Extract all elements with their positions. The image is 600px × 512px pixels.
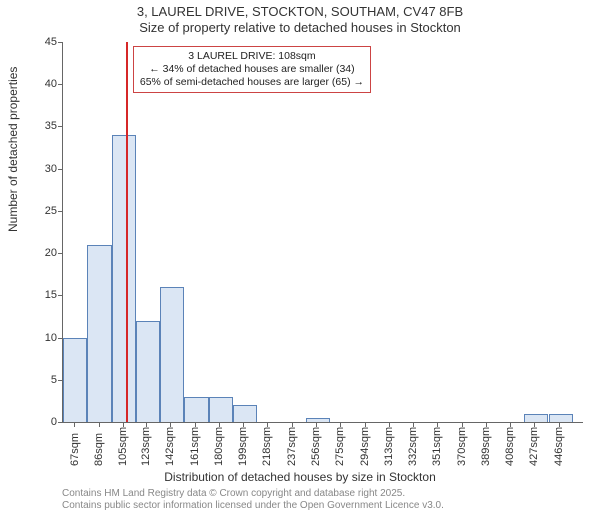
- y-axis-label: Number of detached properties: [6, 67, 20, 232]
- reference-line: [126, 42, 128, 422]
- x-tick-label: 86sqm: [93, 442, 105, 466]
- y-tick-mark: [58, 126, 63, 127]
- histogram-bar: [63, 338, 87, 422]
- annotation-line2: ← 34% of detached houses are smaller (34…: [140, 63, 364, 76]
- histogram-bar: [524, 414, 548, 422]
- x-tick-label: 180sqm: [213, 442, 225, 466]
- title-line2: Size of property relative to detached ho…: [0, 20, 600, 36]
- title-block: 3, LAUREL DRIVE, STOCKTON, SOUTHAM, CV47…: [0, 4, 600, 37]
- x-tick-label: 294sqm: [359, 442, 371, 466]
- y-tick-mark: [58, 295, 63, 296]
- x-tick-label: 332sqm: [407, 442, 419, 466]
- x-tick-label: 142sqm: [164, 442, 176, 466]
- histogram-bar: [87, 245, 111, 422]
- histogram-bar: [306, 418, 330, 422]
- y-tick-label: 20: [29, 247, 57, 259]
- x-tick-label: 427sqm: [528, 442, 540, 466]
- x-tick-label: 275sqm: [334, 442, 346, 466]
- y-tick-label: 10: [29, 332, 57, 344]
- x-tick-label: 161sqm: [189, 442, 201, 466]
- y-tick-mark: [58, 253, 63, 254]
- x-tick-label: 351sqm: [431, 442, 443, 466]
- x-tick-label: 389sqm: [480, 442, 492, 466]
- y-tick-label: 15: [29, 289, 57, 301]
- y-tick-mark: [58, 84, 63, 85]
- y-tick-mark: [58, 211, 63, 212]
- histogram-bar: [160, 287, 184, 422]
- y-tick-label: 0: [29, 416, 57, 428]
- y-tick-label: 40: [29, 78, 57, 90]
- x-tick-label: 313sqm: [383, 442, 395, 466]
- x-tick-label: 408sqm: [504, 442, 516, 466]
- x-axis-label: Distribution of detached houses by size …: [0, 470, 600, 484]
- annotation-box: 3 LAUREL DRIVE: 108sqm← 34% of detached …: [133, 46, 371, 93]
- x-tick-label: 237sqm: [286, 442, 298, 466]
- y-tick-mark: [58, 169, 63, 170]
- histogram-bar: [184, 397, 208, 422]
- annotation-line1: 3 LAUREL DRIVE: 108sqm: [140, 50, 364, 63]
- histogram-bar: [233, 405, 257, 422]
- histogram-bar: [136, 321, 160, 422]
- annotation-line3: 65% of semi-detached houses are larger (…: [140, 76, 364, 89]
- histogram-bar: [209, 397, 233, 422]
- plot-area: 05101520253035404567sqm86sqm105sqm123sqm…: [62, 42, 583, 423]
- y-tick-label: 25: [29, 205, 57, 217]
- x-tick-label: 256sqm: [310, 442, 322, 466]
- x-tick-label: 105sqm: [117, 442, 129, 466]
- y-tick-label: 5: [29, 374, 57, 386]
- footer-line1: Contains HM Land Registry data © Crown c…: [62, 488, 444, 500]
- x-tick-label: 123sqm: [140, 442, 152, 466]
- histogram-bar: [549, 414, 573, 422]
- histogram-bar: [112, 135, 136, 422]
- y-tick-mark: [58, 42, 63, 43]
- footer-line2: Contains public sector information licen…: [62, 500, 444, 512]
- x-tick-label: 446sqm: [553, 442, 565, 466]
- y-tick-label: 30: [29, 163, 57, 175]
- x-tick-mark: [99, 422, 100, 427]
- chart-root: 3, LAUREL DRIVE, STOCKTON, SOUTHAM, CV47…: [0, 0, 600, 500]
- x-tick-label: 370sqm: [456, 442, 468, 466]
- x-tick-label: 67sqm: [69, 442, 81, 466]
- x-tick-label: 199sqm: [237, 442, 249, 466]
- y-tick-label: 35: [29, 120, 57, 132]
- y-tick-mark: [58, 422, 63, 423]
- attribution-footer: Contains HM Land Registry data © Crown c…: [62, 488, 444, 512]
- y-tick-label: 45: [29, 36, 57, 48]
- x-tick-label: 218sqm: [261, 442, 273, 466]
- title-line1: 3, LAUREL DRIVE, STOCKTON, SOUTHAM, CV47…: [0, 4, 600, 20]
- x-tick-mark: [74, 422, 75, 427]
